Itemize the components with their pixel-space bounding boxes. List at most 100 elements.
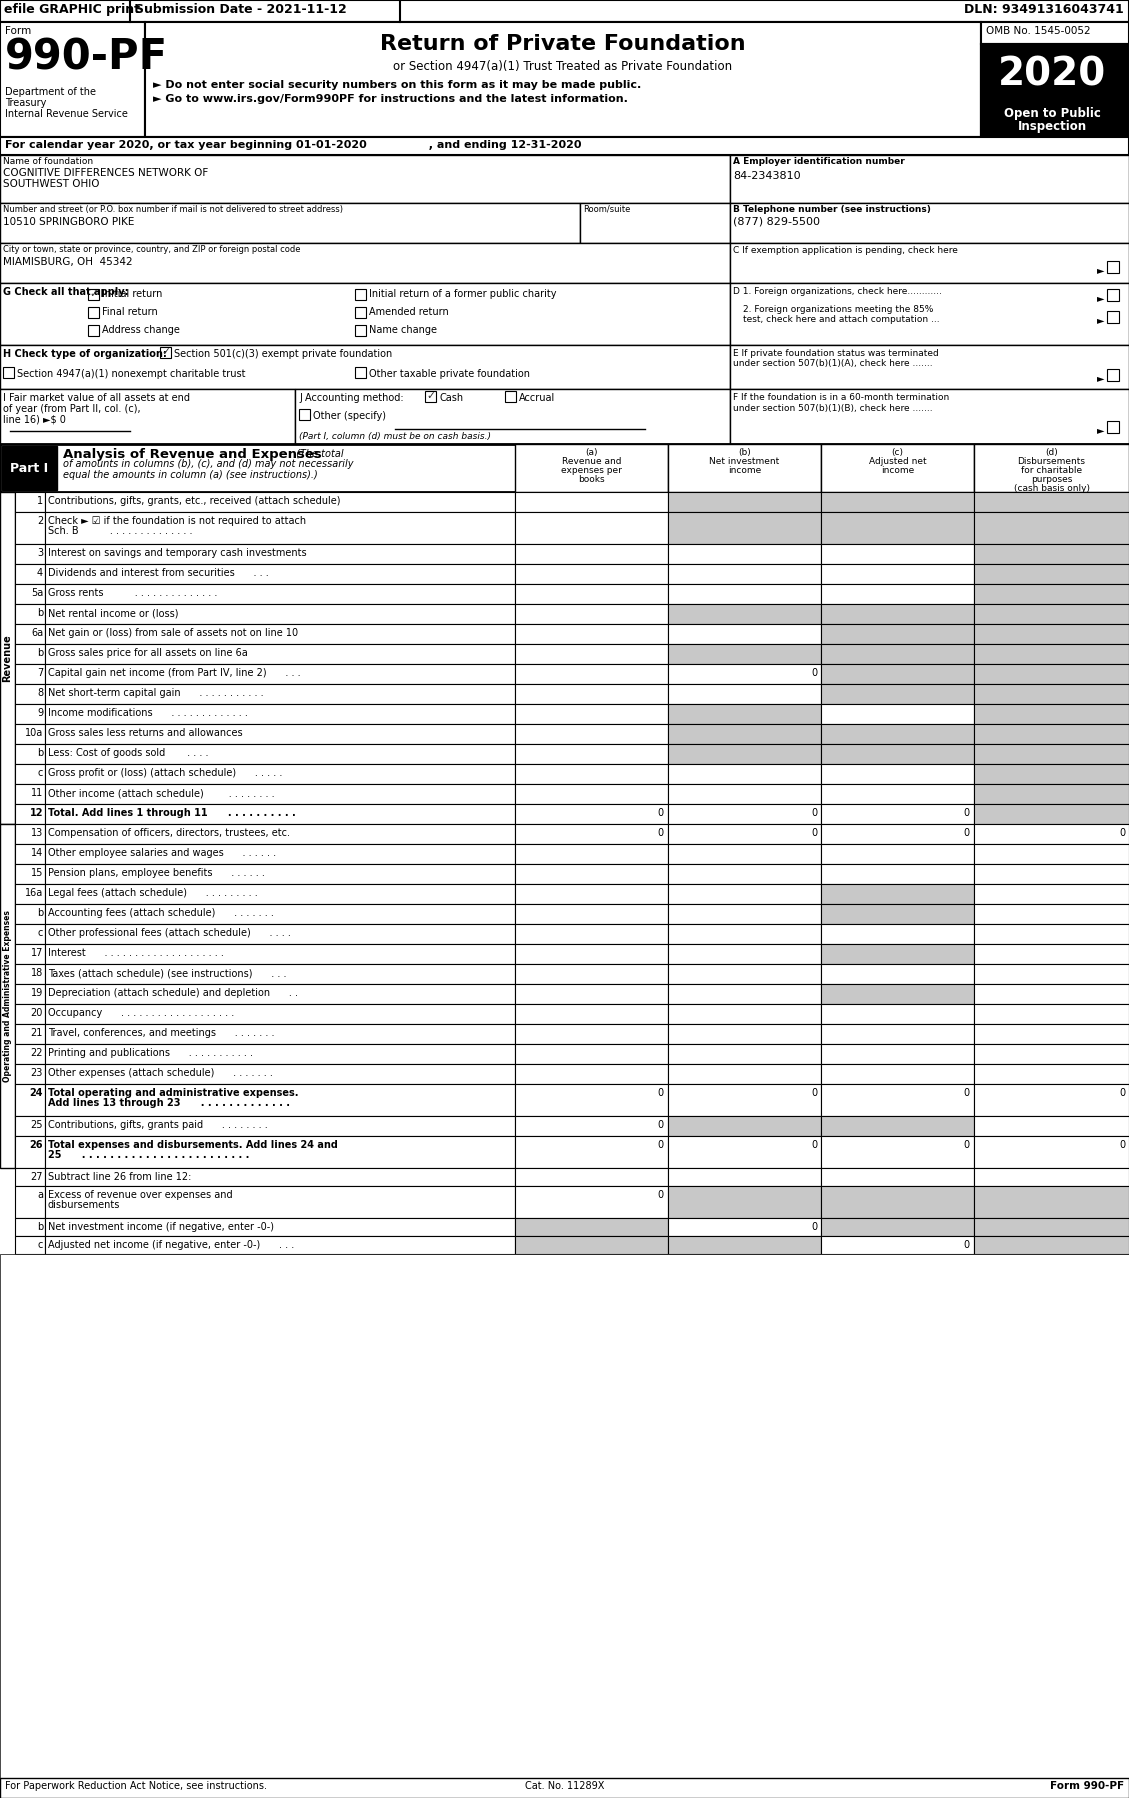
Text: Taxes (attach schedule) (see instructions)      . . .: Taxes (attach schedule) (see instruction… [49,967,287,978]
Bar [45,725,515,744]
Bar [0,345,730,388]
Bar [355,367,366,378]
Bar [45,944,515,964]
Bar [821,964,974,984]
Bar [821,584,974,604]
Text: Number and street (or P.O. box number if mail is not delivered to street address: Number and street (or P.O. box number if… [3,205,343,214]
Bar [515,644,668,663]
Text: 13: 13 [30,829,43,838]
Text: F If the foundation is in a 60-month termination: F If the foundation is in a 60-month ter… [733,394,949,403]
Text: Subtract line 26 from line 12:: Subtract line 26 from line 12: [49,1172,192,1181]
Text: Operating and Administrative Expenses: Operating and Administrative Expenses [3,910,12,1082]
Text: 27: 27 [30,1172,43,1181]
Bar [45,885,515,904]
Text: Other professional fees (attach schedule)      . . . .: Other professional fees (attach schedule… [49,928,291,939]
Bar [821,512,974,545]
Bar [88,289,99,300]
Bar [515,624,668,644]
Bar [1108,261,1119,273]
Bar [15,1187,45,1217]
Text: 25: 25 [30,1120,43,1129]
Bar [974,984,1129,1003]
Bar [15,644,45,663]
Bar [974,705,1129,725]
Text: C If exemption application is pending, check here: C If exemption application is pending, c… [733,246,957,255]
Text: Name change: Name change [369,325,437,334]
Bar [668,1117,821,1136]
Bar [668,804,821,823]
Bar [974,804,1129,823]
Bar [974,1235,1129,1253]
Text: 15: 15 [30,868,43,877]
Bar [668,1235,821,1253]
Bar [974,904,1129,924]
Text: b: b [37,748,43,759]
Bar [45,1045,515,1064]
Text: line 16) ►$ 0: line 16) ►$ 0 [3,415,65,424]
Text: 14: 14 [30,849,43,858]
Text: 2: 2 [37,516,43,527]
Bar [515,1235,668,1253]
Text: Cash: Cash [439,394,463,403]
Text: 11: 11 [30,788,43,798]
Bar [821,444,974,493]
Text: 990-PF: 990-PF [5,38,168,79]
Bar [974,604,1129,624]
Bar [668,744,821,764]
Bar [425,390,436,403]
Bar [515,1187,668,1217]
Text: (cash basis only): (cash basis only) [1014,484,1089,493]
Text: 0: 0 [811,1223,817,1232]
Bar [15,1084,45,1117]
Bar [821,545,974,565]
Bar [15,843,45,865]
Bar [974,663,1129,683]
Text: Net rental income or (loss): Net rental income or (loss) [49,608,178,619]
Text: under section 507(b)(1)(B), check here .......: under section 507(b)(1)(B), check here .… [733,405,933,414]
Bar [668,604,821,624]
Bar [821,1217,974,1235]
Text: Gross rents          . . . . . . . . . . . . . .: Gross rents . . . . . . . . . . . . . . [49,588,218,599]
Text: 9: 9 [37,708,43,717]
Bar [295,388,730,444]
Bar [730,203,1129,243]
Text: Treasury: Treasury [5,99,46,108]
Text: 0: 0 [658,829,664,838]
Text: Check ► ☑ if the foundation is not required to attach: Check ► ☑ if the foundation is not requi… [49,516,306,527]
Bar [974,444,1129,493]
Bar [0,22,145,137]
Bar [821,865,974,885]
Text: income: income [728,466,761,475]
Text: 2. Foreign organizations meeting the 85%: 2. Foreign organizations meeting the 85% [743,306,934,315]
Bar [821,604,974,624]
Bar [45,964,515,984]
Bar [668,512,821,545]
Bar [668,865,821,885]
Bar [0,444,1129,493]
Bar [974,1045,1129,1064]
Text: c: c [37,1241,43,1250]
Bar [15,744,45,764]
Text: Gross sales less returns and allowances: Gross sales less returns and allowances [49,728,243,737]
Bar [821,725,974,744]
Bar [974,1003,1129,1025]
Bar [0,0,1129,22]
Bar [15,1235,45,1253]
Bar [45,804,515,823]
Bar [15,1045,45,1064]
Text: ► Do not enter social security numbers on this form as it may be made public.: ► Do not enter social security numbers o… [154,79,641,90]
Text: Gross profit or (loss) (attach schedule)      . . . . .: Gross profit or (loss) (attach schedule)… [49,768,282,779]
Text: Occupancy      . . . . . . . . . . . . . . . . . . .: Occupancy . . . . . . . . . . . . . . . … [49,1009,234,1018]
Bar [974,565,1129,584]
Text: Inspection: Inspection [1017,120,1086,133]
Bar [45,644,515,663]
Bar [15,604,45,624]
Bar [580,203,730,243]
Bar [15,683,45,705]
Bar [668,924,821,944]
Bar [15,725,45,744]
Text: b: b [37,908,43,919]
Text: J Accounting method:: J Accounting method: [299,394,404,403]
Bar [668,1084,821,1117]
Bar [668,1217,821,1235]
